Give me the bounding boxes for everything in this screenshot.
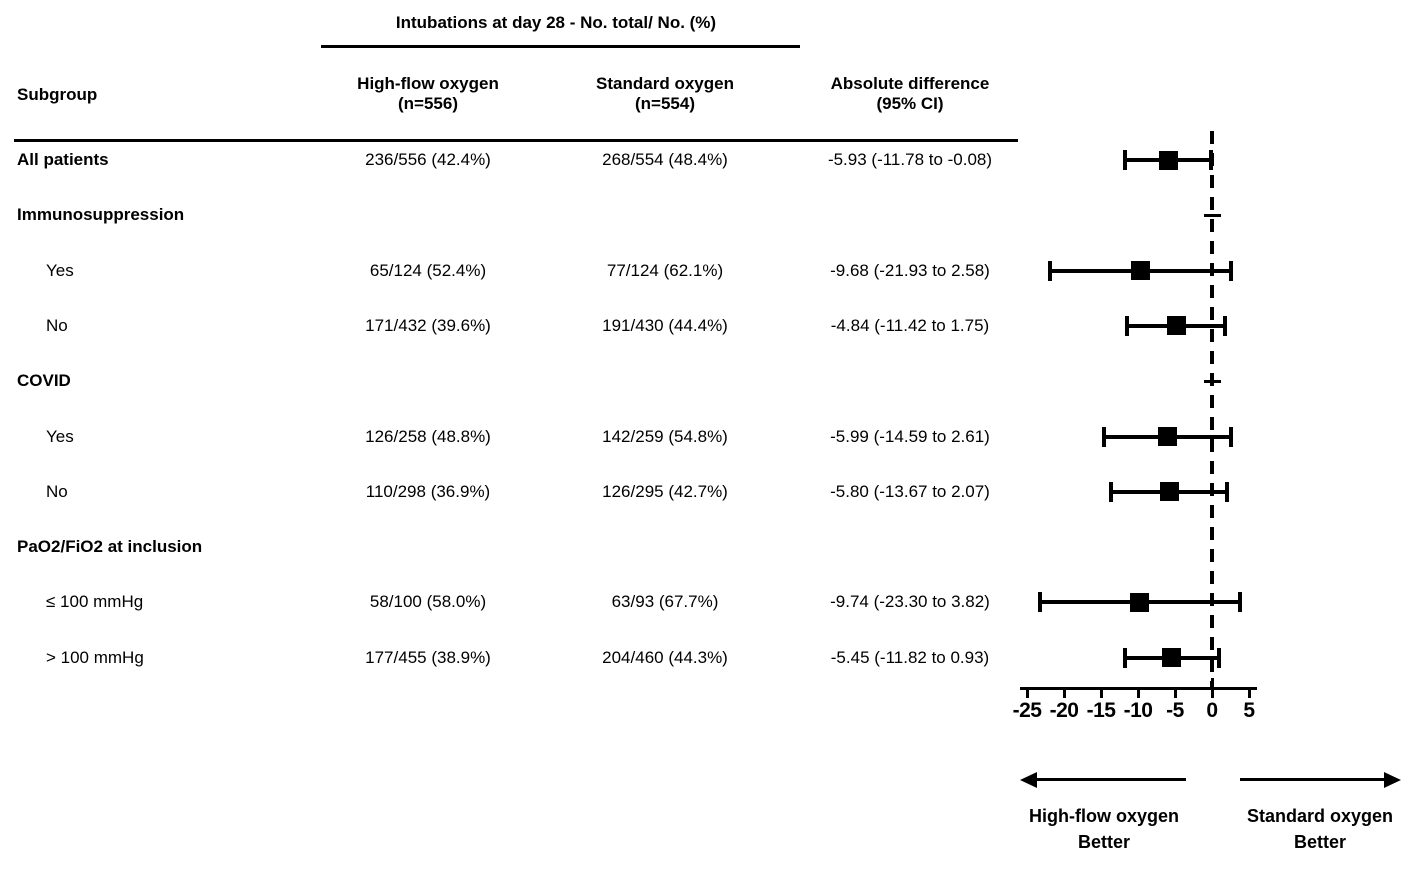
ci-cap-lower (1122, 647, 1127, 668)
x-axis-tick (1025, 688, 1029, 698)
figure-title: Intubations at day 28 - No. total/ No. (… (395, 13, 717, 32)
table-cell: -9.68 (-21.93 to 2.58) (830, 260, 990, 280)
right-arrow-head-icon (1384, 771, 1401, 788)
ci-cap-lower (1037, 592, 1042, 613)
x-axis-tick (1099, 688, 1103, 698)
x-axis-tick-label: 5 (1243, 699, 1255, 722)
column-header-difference-line2: (95% CI) (876, 94, 944, 114)
ci-cap-upper (1229, 260, 1234, 281)
ci-cap-upper (1216, 647, 1221, 668)
table-cell: -5.93 (-11.78 to -0.08) (827, 150, 993, 169)
row-label: Yes (46, 426, 74, 446)
point-estimate-marker (1158, 150, 1178, 170)
ci-cap-lower (1122, 150, 1127, 170)
point-estimate-marker (1166, 316, 1186, 336)
x-axis-tick (1062, 688, 1066, 698)
left-arrow-head-icon (1020, 771, 1037, 788)
table-cell: 126/295 (42.7%) (602, 481, 728, 501)
table-cell: 58/100 (58.0%) (369, 592, 487, 612)
arrow-label-highflow-line1: High-flow oxygen (1029, 806, 1179, 826)
arrow-label-highflow-better: High-flow oxygen Better (1029, 803, 1179, 855)
x-axis-tick-label: -20 (1049, 699, 1079, 722)
table-cell: 191/430 (44.4%) (602, 315, 728, 335)
row-label: No (46, 315, 68, 335)
zero-line-tick (1203, 213, 1221, 217)
row-label: No (46, 481, 68, 501)
point-estimate-marker (1159, 482, 1179, 502)
header-rule (14, 139, 1018, 142)
subgroup-column-header: Subgroup (17, 85, 98, 104)
column-header-highflow-line2: (n=556) (397, 94, 458, 114)
ci-cap-upper (1222, 315, 1227, 336)
column-header-difference-line1: Absolute difference (830, 74, 990, 93)
row-label: All patients (17, 150, 109, 169)
table-cell: 177/455 (38.9%) (365, 647, 491, 667)
column-header-highflow: High-flow oxygen (n=556) (357, 74, 499, 115)
zero-line-tick (1203, 379, 1221, 383)
title-rule (321, 45, 800, 48)
zero-reference-line (1210, 131, 1214, 688)
arrow-label-standard-line2: Better (1293, 832, 1346, 853)
column-header-standard-line1: Standard oxygen (596, 74, 734, 93)
row-label: > 100 mmHg (46, 647, 144, 667)
x-axis-tick (1173, 688, 1177, 698)
table-cell: 236/556 (42.4%) (365, 150, 491, 169)
table-cell: -9.74 (-23.30 to 3.82) (830, 592, 990, 612)
table-cell: -5.45 (-11.82 to 0.93) (830, 647, 990, 667)
ci-cap-upper (1209, 150, 1214, 170)
arrow-label-highflow-line2: Better (1077, 832, 1130, 853)
table-cell: 110/298 (36.9%) (365, 481, 491, 501)
ci-cap-lower (1047, 260, 1052, 281)
arrow-label-standard-better: Standard oxygen Better (1247, 803, 1393, 855)
table-cell: 63/93 (67.7%) (611, 592, 719, 612)
x-axis-tick (1210, 688, 1214, 698)
ci-cap-upper (1238, 592, 1243, 613)
ci-cap-upper (1225, 481, 1230, 502)
arrow-label-standard-line1: Standard oxygen (1246, 806, 1394, 826)
table-cell: 126/258 (48.8%) (365, 426, 491, 446)
table-cell: 268/554 (48.4%) (602, 150, 728, 169)
table-cell: 171/432 (39.6%) (365, 315, 491, 335)
x-axis-tick (1136, 688, 1140, 698)
x-axis-tick-label: -10 (1123, 699, 1153, 722)
table-cell: -4.84 (-11.42 to 1.75) (830, 315, 990, 335)
x-axis-tick-label: -5 (1166, 699, 1184, 722)
ci-cap-lower (1125, 315, 1130, 336)
table-cell: 77/124 (62.1%) (606, 260, 724, 280)
point-estimate-marker (1158, 427, 1178, 446)
ci-cap-lower (1102, 426, 1107, 447)
row-label: Immunosuppression (17, 205, 185, 225)
point-estimate-marker (1130, 592, 1150, 612)
x-axis-tick (1247, 688, 1251, 698)
column-header-standard-line2: (n=554) (634, 94, 695, 114)
table-cell: 204/460 (44.3%) (602, 647, 728, 667)
x-axis-tick-label: 0 (1206, 699, 1218, 722)
ci-cap-lower (1108, 481, 1113, 502)
row-label: Yes (46, 260, 74, 280)
point-estimate-marker (1162, 648, 1182, 668)
right-arrow-line (1240, 778, 1386, 781)
row-label: COVID (17, 371, 71, 391)
column-header-standard: Standard oxygen (n=554) (596, 74, 734, 115)
table-cell: 65/124 (52.4%) (369, 260, 487, 280)
x-axis-tick-zero-up (1210, 678, 1214, 688)
table-cell: -5.99 (-14.59 to 2.61) (830, 426, 990, 446)
ci-cap-upper (1229, 426, 1234, 447)
x-axis-tick-label: -15 (1086, 699, 1116, 722)
left-arrow-line (1032, 778, 1186, 781)
point-estimate-marker (1130, 261, 1150, 281)
x-axis-tick-label: -25 (1012, 699, 1042, 722)
column-header-highflow-line1: High-flow oxygen (357, 74, 499, 93)
row-label: PaO2/FiO2 at inclusion (17, 537, 203, 557)
table-cell: -5.80 (-13.67 to 2.07) (830, 481, 990, 501)
column-header-difference: Absolute difference (95% CI) (831, 74, 990, 115)
row-label: ≤ 100 mmHg (46, 592, 144, 612)
table-cell: 142/259 (54.8%) (602, 426, 728, 446)
